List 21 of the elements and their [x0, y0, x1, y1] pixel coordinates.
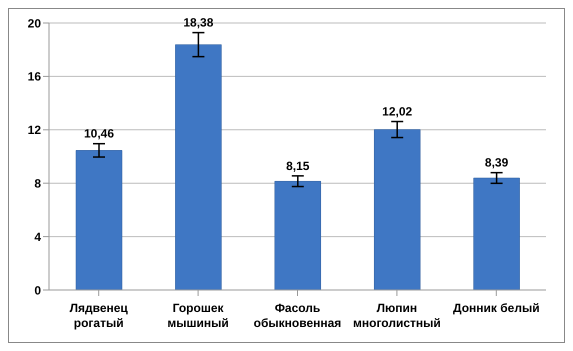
x-tick-label: Фасоль обыкновенная	[254, 301, 342, 330]
data-label: 8,39	[484, 156, 509, 170]
bar	[374, 129, 420, 290]
data-label: 8,15	[286, 158, 310, 173]
bar	[76, 150, 122, 290]
y-tick-label: 0	[34, 283, 42, 298]
x-tick-label: Горошек мышиный	[167, 301, 229, 330]
x-tick-label: Люпин многолистный	[353, 301, 441, 330]
bar	[274, 180, 322, 290]
bar	[175, 44, 222, 290]
bar	[473, 178, 520, 290]
data-label: 18,38	[183, 16, 214, 30]
x-tick-label: Донник белый	[453, 301, 540, 315]
y-tick-label: 12	[28, 123, 42, 138]
data-label: 10,46	[84, 126, 114, 141]
y-tick-label: 20	[28, 16, 42, 30]
y-tick-label: 8	[34, 176, 42, 190]
data-label: 12,02	[382, 104, 413, 119]
y-tick-label: 4	[34, 230, 42, 244]
y-tick-label: 16	[28, 70, 42, 84]
x-tick-label: Лядвенец рогатый	[70, 301, 128, 330]
